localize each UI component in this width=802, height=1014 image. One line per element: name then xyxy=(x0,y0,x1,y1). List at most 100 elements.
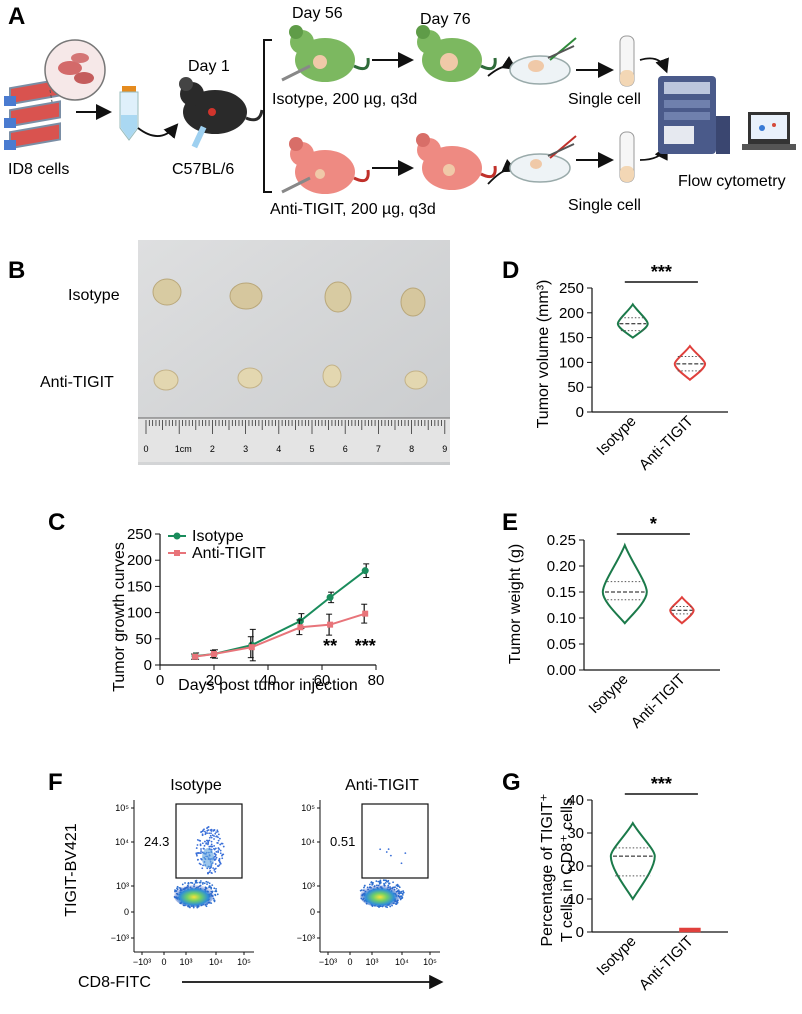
flow-xtick-label: 10⁴ xyxy=(395,957,409,967)
flow-dot xyxy=(205,880,208,883)
flow-xtick-label: −10³ xyxy=(319,957,337,967)
flow-dot xyxy=(194,880,197,882)
flow-dot xyxy=(205,842,208,845)
flow-dot xyxy=(201,842,204,845)
flow-dot xyxy=(215,850,218,853)
flow-dot xyxy=(214,894,217,897)
flow-dot xyxy=(222,845,225,848)
flow-plot-antitigit: 10⁵ 10⁴ 10³ 0 −10³ −10³ 0 10³ 10⁴ 10⁵ xyxy=(297,800,440,967)
violin-ytick-label: 250 xyxy=(559,280,584,297)
flow-ytick-label: 10⁵ xyxy=(301,803,315,813)
chart-c-ytick-label: 250 xyxy=(127,526,152,543)
flow-dot xyxy=(217,836,219,839)
violin-ytick-label: 50 xyxy=(567,379,584,396)
chart-c-point-antitigit xyxy=(192,653,199,660)
chart-c-point-antitigit xyxy=(327,621,334,628)
ruler-label: 9 xyxy=(442,444,447,454)
chart-c-ytick-label: 50 xyxy=(135,631,152,648)
violin-ytick-label: 0.20 xyxy=(547,558,576,575)
legend-isotype: Isotype xyxy=(192,528,244,545)
panel-label-f: F xyxy=(48,769,63,796)
violin-category-label: Anti-TIGIT xyxy=(628,671,689,732)
violin-shape-0 xyxy=(616,302,649,339)
flow-dot xyxy=(203,882,206,885)
violin-ytick-label: 100 xyxy=(559,354,584,371)
panel-label-a: A xyxy=(8,3,25,30)
flow-dot xyxy=(215,853,217,856)
flow-xtick-label: 10⁵ xyxy=(423,957,437,967)
flow-dot xyxy=(208,885,211,888)
flow-dot xyxy=(207,843,209,846)
flow-dot xyxy=(204,830,206,833)
flow-dot xyxy=(215,835,218,838)
flow-dot xyxy=(392,881,394,884)
violin-ytick-label: 10 xyxy=(567,891,584,908)
flow-dot xyxy=(187,882,190,885)
ruler-label: 3 xyxy=(243,444,248,454)
flow-dot xyxy=(215,831,218,834)
ruler-label: 6 xyxy=(343,444,348,454)
flow-dot xyxy=(400,890,403,893)
chart-c-xtick-label: 80 xyxy=(368,672,385,689)
violin-shape-0 xyxy=(609,821,656,901)
ruler-label: 8 xyxy=(409,444,414,454)
flow-dot xyxy=(200,848,202,850)
flow-dot xyxy=(215,856,218,859)
flow-dot xyxy=(216,893,219,896)
flow-dot xyxy=(404,852,407,855)
isotype-mouse-day76-icon xyxy=(416,25,497,82)
flow-dot xyxy=(196,858,199,861)
flow-dot xyxy=(213,847,215,850)
flow-dot xyxy=(196,852,199,854)
chart-g-ylabel-2: T cells in CD8⁺ cells xyxy=(559,798,576,942)
flow-dot xyxy=(201,833,204,836)
flow-dot xyxy=(396,901,399,904)
flow-dot xyxy=(191,882,194,884)
flow-dot xyxy=(395,887,398,890)
ruler-label: 2 xyxy=(210,444,215,454)
flow-dot xyxy=(402,891,405,894)
single-cell-tube-top-icon xyxy=(619,35,635,87)
flow-dot xyxy=(214,847,217,850)
violin-ytick-label: 150 xyxy=(559,330,584,347)
panel-label-b: B xyxy=(8,257,25,284)
flow-ytick-label: 10⁴ xyxy=(301,837,315,847)
flow-dot xyxy=(206,883,208,886)
isotype-tumors xyxy=(152,278,426,317)
panel-e-violin: 0.00 0.05 0.10 0.15 0.20 0.25 IsotypeAnti-TIGI… xyxy=(507,514,720,732)
flow-dot xyxy=(196,906,199,909)
panel-label-e: E xyxy=(502,509,518,536)
flow-dot xyxy=(218,859,221,862)
flow-dot xyxy=(221,857,224,860)
flow-dot xyxy=(400,892,402,895)
flow-dot xyxy=(199,839,202,842)
flow-gate xyxy=(175,803,243,879)
flow-dot xyxy=(210,832,212,835)
flow-ytick-label: 10⁵ xyxy=(115,803,129,813)
flow-dot xyxy=(200,850,202,852)
panel-a-schematic: ID8 cells Day 1 C57BL/6 Day 56 Day 76 xyxy=(4,5,796,218)
violin-category-label: Isotype xyxy=(593,933,639,979)
flow-dot xyxy=(218,857,221,860)
chart-g-ylabel-1: Percentage of TIGIT⁺ xyxy=(539,793,556,946)
photo-row-isotype: Isotype xyxy=(68,287,120,304)
culture-flasks-illustration xyxy=(4,39,106,150)
violin-ytick-label: 0.00 xyxy=(547,662,576,679)
flow-dot xyxy=(401,893,404,896)
isotype-dose-label: Isotype, 200 µg, q3d xyxy=(272,91,417,108)
gate-value-isotype: 24.3 xyxy=(144,834,169,849)
panel-label-g: G xyxy=(502,769,521,796)
flow-dot xyxy=(207,881,209,884)
flow-dot xyxy=(176,885,179,888)
chart-c-line-isotype xyxy=(194,569,366,658)
flow-dot xyxy=(375,880,378,883)
flow-dot xyxy=(219,849,222,852)
day76-label: Day 76 xyxy=(420,11,471,28)
photo-row-antitigit: Anti-TIGIT xyxy=(40,374,114,391)
flow-plot-isotype: 10⁵ 10⁴ 10³ 0 −10³ −10³ 0 10³ 10⁴ 10⁵ xyxy=(111,800,254,967)
flow-title-antitigit: Anti-TIGIT xyxy=(345,777,419,794)
flow-dot xyxy=(382,879,385,882)
violin-ytick-label: 0.05 xyxy=(547,636,576,653)
flow-dot xyxy=(214,867,217,870)
